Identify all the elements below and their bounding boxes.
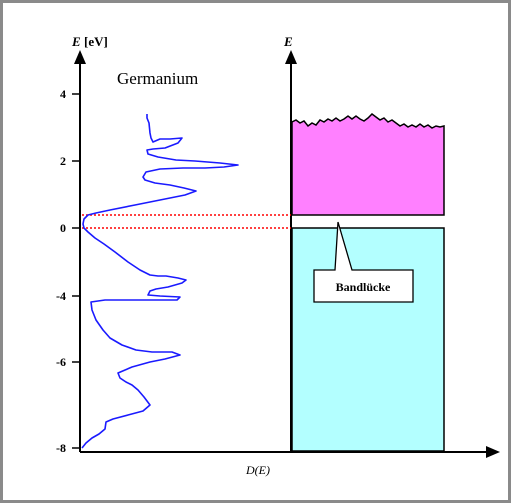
right-axis-symbol: E [283, 34, 293, 49]
tick-label-0: 0 [60, 221, 66, 235]
energy-axis-symbol: E [71, 34, 81, 49]
valence-band [291, 227, 445, 452]
tick-label-minus-8: -8 [56, 441, 66, 455]
energy-ticks [72, 93, 80, 449]
material-title: Germanium [117, 69, 198, 88]
density-of-states-curve [81, 114, 239, 449]
band-gap-label: Bandlücke [336, 280, 391, 294]
tick-label-minus-4: -4 [56, 289, 66, 303]
dos-axis-arrow [486, 446, 500, 458]
tick-label-minus-6: -6 [56, 355, 66, 369]
tick-label-4: 4 [60, 87, 66, 101]
energy-axis-unit: [eV] [84, 34, 108, 49]
dos-axis-label: D(E) [245, 463, 270, 477]
tick-label-2: 2 [60, 154, 66, 168]
conduction-band [291, 113, 445, 216]
energy-axis-arrow [74, 50, 86, 64]
right-energy-axis-arrow [285, 50, 297, 64]
band-gap-callout [313, 221, 414, 303]
